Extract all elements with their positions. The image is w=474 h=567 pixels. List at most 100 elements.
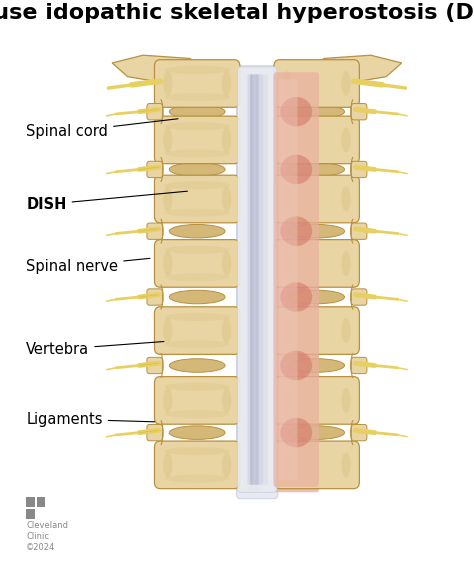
FancyBboxPatch shape bbox=[237, 67, 277, 492]
Ellipse shape bbox=[289, 426, 345, 439]
Text: Spinal cord: Spinal cord bbox=[26, 119, 178, 139]
Title: Diffuse idopathic skeletal hyperostosis (DISH): Diffuse idopathic skeletal hyperostosis … bbox=[0, 3, 474, 23]
Ellipse shape bbox=[222, 251, 231, 276]
FancyBboxPatch shape bbox=[250, 74, 258, 485]
Ellipse shape bbox=[169, 290, 225, 304]
Ellipse shape bbox=[280, 418, 312, 447]
Ellipse shape bbox=[283, 71, 292, 96]
Ellipse shape bbox=[164, 313, 230, 321]
Ellipse shape bbox=[289, 225, 345, 238]
Ellipse shape bbox=[279, 218, 309, 244]
Ellipse shape bbox=[164, 410, 230, 418]
FancyBboxPatch shape bbox=[147, 289, 163, 305]
FancyBboxPatch shape bbox=[257, 74, 263, 485]
FancyBboxPatch shape bbox=[274, 307, 359, 354]
Ellipse shape bbox=[283, 452, 292, 477]
Ellipse shape bbox=[163, 251, 173, 276]
FancyBboxPatch shape bbox=[245, 74, 253, 490]
FancyBboxPatch shape bbox=[155, 116, 240, 164]
FancyBboxPatch shape bbox=[237, 66, 278, 499]
Ellipse shape bbox=[169, 426, 225, 439]
FancyBboxPatch shape bbox=[147, 161, 163, 177]
Ellipse shape bbox=[279, 99, 309, 125]
Ellipse shape bbox=[283, 318, 292, 343]
Ellipse shape bbox=[163, 128, 173, 153]
Ellipse shape bbox=[222, 128, 231, 153]
Ellipse shape bbox=[169, 163, 225, 176]
Ellipse shape bbox=[289, 163, 345, 176]
Ellipse shape bbox=[164, 273, 230, 281]
FancyBboxPatch shape bbox=[351, 223, 367, 239]
Ellipse shape bbox=[280, 155, 312, 184]
FancyBboxPatch shape bbox=[279, 79, 297, 480]
Ellipse shape bbox=[163, 187, 173, 211]
Ellipse shape bbox=[169, 225, 225, 238]
Text: Ligaments: Ligaments bbox=[26, 412, 155, 427]
Ellipse shape bbox=[283, 251, 292, 276]
FancyBboxPatch shape bbox=[147, 104, 163, 120]
Text: DISH: DISH bbox=[26, 191, 187, 212]
Ellipse shape bbox=[341, 452, 351, 477]
Ellipse shape bbox=[341, 71, 351, 96]
FancyBboxPatch shape bbox=[273, 72, 319, 487]
Ellipse shape bbox=[279, 420, 309, 446]
FancyBboxPatch shape bbox=[263, 74, 268, 485]
Bar bbox=[26, 509, 35, 519]
Ellipse shape bbox=[164, 150, 230, 158]
Ellipse shape bbox=[341, 318, 351, 343]
Ellipse shape bbox=[164, 246, 230, 254]
Ellipse shape bbox=[283, 128, 292, 153]
Ellipse shape bbox=[280, 282, 312, 312]
FancyBboxPatch shape bbox=[273, 72, 319, 492]
FancyBboxPatch shape bbox=[155, 441, 240, 489]
FancyBboxPatch shape bbox=[351, 357, 367, 374]
FancyBboxPatch shape bbox=[274, 60, 359, 107]
FancyBboxPatch shape bbox=[274, 240, 359, 287]
Bar bbox=[26, 497, 35, 507]
Text: Spinal nerve: Spinal nerve bbox=[26, 259, 150, 274]
Text: Cleveland
Clinic
©2024: Cleveland Clinic ©2024 bbox=[26, 521, 68, 552]
Polygon shape bbox=[112, 55, 220, 86]
Ellipse shape bbox=[280, 351, 312, 380]
Ellipse shape bbox=[279, 284, 309, 310]
FancyBboxPatch shape bbox=[147, 425, 163, 441]
FancyBboxPatch shape bbox=[351, 104, 367, 120]
Ellipse shape bbox=[164, 122, 230, 130]
Ellipse shape bbox=[169, 359, 225, 373]
FancyBboxPatch shape bbox=[155, 60, 240, 107]
FancyBboxPatch shape bbox=[155, 175, 240, 223]
FancyBboxPatch shape bbox=[147, 357, 163, 374]
FancyBboxPatch shape bbox=[274, 116, 359, 164]
Ellipse shape bbox=[163, 71, 173, 96]
Ellipse shape bbox=[164, 209, 230, 217]
Ellipse shape bbox=[164, 383, 230, 391]
FancyBboxPatch shape bbox=[351, 425, 367, 441]
Ellipse shape bbox=[164, 475, 230, 483]
FancyBboxPatch shape bbox=[247, 74, 253, 485]
Ellipse shape bbox=[341, 128, 351, 153]
FancyBboxPatch shape bbox=[351, 289, 367, 305]
Bar bbox=[36, 497, 45, 507]
Ellipse shape bbox=[280, 97, 312, 126]
FancyBboxPatch shape bbox=[155, 376, 240, 424]
Text: Vertebra: Vertebra bbox=[26, 341, 164, 357]
Ellipse shape bbox=[279, 353, 309, 378]
Ellipse shape bbox=[164, 66, 230, 74]
FancyBboxPatch shape bbox=[255, 74, 264, 490]
Ellipse shape bbox=[169, 105, 225, 119]
Ellipse shape bbox=[289, 290, 345, 304]
Ellipse shape bbox=[283, 187, 292, 211]
Ellipse shape bbox=[289, 105, 345, 119]
FancyBboxPatch shape bbox=[155, 307, 240, 354]
FancyBboxPatch shape bbox=[274, 441, 359, 489]
FancyBboxPatch shape bbox=[274, 376, 359, 424]
Ellipse shape bbox=[341, 187, 351, 211]
FancyBboxPatch shape bbox=[249, 74, 260, 490]
Ellipse shape bbox=[280, 217, 312, 246]
Ellipse shape bbox=[289, 359, 345, 373]
FancyBboxPatch shape bbox=[147, 223, 163, 239]
Polygon shape bbox=[293, 55, 401, 86]
FancyBboxPatch shape bbox=[351, 161, 367, 177]
Ellipse shape bbox=[164, 340, 230, 348]
Ellipse shape bbox=[341, 388, 351, 413]
